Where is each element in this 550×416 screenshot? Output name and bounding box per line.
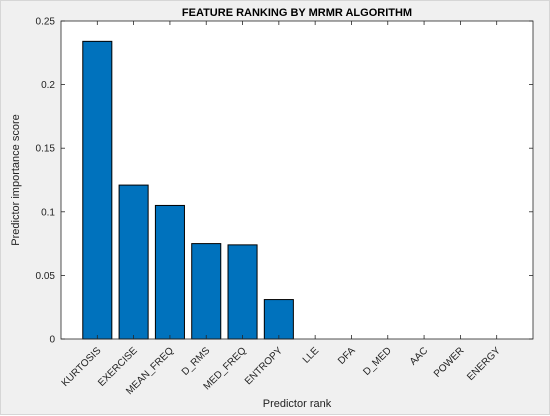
x-tick-label: ENERGY <box>465 345 503 383</box>
x-tick-label: AAC <box>408 345 430 367</box>
y-axis-label: Predictor importance score <box>10 114 22 245</box>
y-axis-ticks: 0 0.05 0.1 0.15 0.2 0.25 <box>36 17 533 346</box>
bar-exercise <box>118 184 149 340</box>
y-tick-label: 0.25 <box>36 17 56 28</box>
bar-med-freq <box>227 244 258 340</box>
y-tick-label: 0.15 <box>36 144 56 155</box>
chart-title: FEATURE RANKING BY MRMR ALGORITHM <box>182 7 412 19</box>
bar-entropy <box>263 299 294 340</box>
bars-group <box>82 40 294 340</box>
x-tick-label: D_MED <box>361 345 394 378</box>
x-tick-label: D_RMS <box>180 345 213 378</box>
bar-d-rms <box>191 243 222 340</box>
x-axis-label: Predictor rank <box>263 398 332 410</box>
y-tick-label: 0.1 <box>41 207 55 218</box>
x-tick-label: LLE <box>301 345 322 366</box>
y-tick-label: 0 <box>49 335 55 346</box>
x-tick-label: DFA <box>336 345 358 367</box>
y-tick-label: 0.05 <box>36 271 56 282</box>
axes-box <box>60 20 534 340</box>
bar-mean-freq <box>154 204 185 340</box>
x-tick-label: POWER <box>432 345 466 379</box>
x-tick-label: ENTROPY <box>243 345 285 387</box>
bar-kurtosis <box>82 40 113 340</box>
y-tick-label: 0.2 <box>41 80 55 91</box>
